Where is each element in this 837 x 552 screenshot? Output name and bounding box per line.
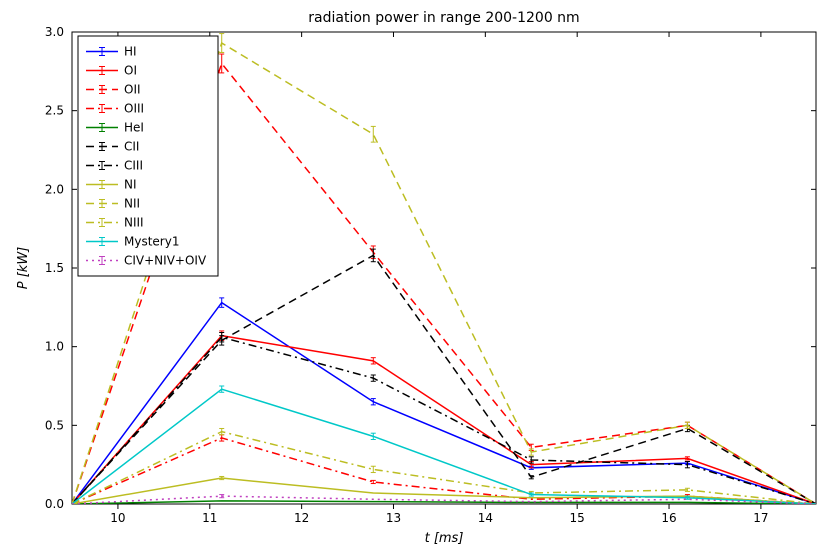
y-tick-label: 2.0 (45, 182, 64, 196)
y-tick-label: 0.5 (45, 418, 64, 432)
legend-label: NII (124, 197, 140, 211)
y-axis-label: P [kW] (16, 247, 31, 290)
legend-label: HeI (124, 121, 144, 135)
chart-title: radiation power in range 200-1200 nm (308, 10, 579, 26)
legend-label: HI (124, 45, 137, 59)
x-tick-label: 17 (753, 511, 768, 525)
x-tick-label: 12 (294, 511, 309, 525)
legend-label: CII (124, 140, 139, 154)
legend-label: NIII (124, 216, 144, 230)
x-tick-label: 15 (570, 511, 585, 525)
x-tick-label: 14 (478, 511, 493, 525)
legend-label: Mystery1 (124, 235, 179, 249)
legend-label: OIII (124, 102, 144, 116)
y-tick-label: 1.5 (45, 261, 64, 275)
legend-label: OII (124, 83, 141, 97)
legend-label: NI (124, 178, 137, 192)
legend-label: CIV+NIV+OIV (124, 254, 207, 268)
legend-label: CIII (124, 159, 143, 173)
legend-label: OI (124, 64, 137, 78)
x-tick-label: 11 (202, 511, 217, 525)
y-tick-label: 0.0 (45, 497, 64, 511)
x-axis-label: t [ms] (425, 531, 464, 546)
x-tick-label: 13 (386, 511, 401, 525)
y-tick-label: 3.0 (45, 25, 64, 39)
y-tick-label: 1.0 (45, 340, 64, 354)
x-tick-label: 10 (110, 511, 125, 525)
x-tick-label: 16 (661, 511, 676, 525)
y-tick-label: 2.5 (45, 104, 64, 118)
